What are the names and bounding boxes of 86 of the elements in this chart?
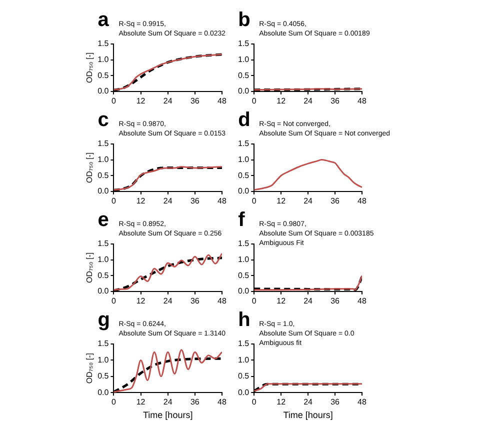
y-tick-label: 1.5 bbox=[238, 39, 250, 48]
x-tick-label: 12 bbox=[276, 398, 286, 407]
y-tick-label: 0.0 bbox=[238, 86, 250, 96]
x-tick-label: 24 bbox=[163, 296, 173, 306]
x-tick-label: 48 bbox=[358, 96, 367, 106]
y-tick-label: 0.5 bbox=[238, 270, 250, 280]
x-tick-label: 24 bbox=[163, 196, 173, 206]
y-tick-label: 0.0 bbox=[238, 286, 250, 296]
x-tick-label: 0 bbox=[111, 398, 116, 407]
y-tick-label: 1.0 bbox=[238, 155, 250, 164]
y-axis-title: OD₇₅₀ [-] bbox=[85, 52, 94, 84]
chart-title: f bbox=[238, 209, 246, 231]
x-tick-label: 12 bbox=[276, 296, 286, 306]
x-tick-label: 12 bbox=[136, 96, 146, 106]
y-tick-label: 1.5 bbox=[238, 239, 250, 248]
x-tick-label: 0 bbox=[111, 96, 116, 106]
chart-title: a bbox=[98, 9, 110, 31]
y-tick-label: 0.0 bbox=[98, 388, 110, 397]
y-axis-title: OD₇₅₀ [-] bbox=[85, 352, 94, 384]
y-axis-title: OD₇₅₀ [-] bbox=[85, 152, 94, 184]
chart-title: e bbox=[98, 209, 109, 231]
x-tick-label: 36 bbox=[190, 398, 200, 407]
x-tick-label: 24 bbox=[163, 398, 173, 407]
x-tick-label: 36 bbox=[190, 196, 200, 206]
x-tick-label: 0 bbox=[252, 296, 257, 306]
y-tick-label: 0.5 bbox=[238, 170, 250, 180]
y-tick-label: 1.0 bbox=[238, 55, 250, 64]
x-tick-label: 0 bbox=[111, 296, 116, 306]
x-tick-label: 36 bbox=[330, 398, 340, 407]
chart-title: b bbox=[238, 9, 250, 31]
y-tick-label: 1.0 bbox=[98, 55, 110, 64]
y-tick-label: 1.0 bbox=[98, 355, 110, 364]
x-tick-label: 48 bbox=[358, 196, 367, 206]
y-tick-label: 1.5 bbox=[98, 139, 110, 148]
x-tick-label: 24 bbox=[304, 296, 314, 306]
chart-title: h bbox=[238, 309, 250, 331]
x-tick-label: 48 bbox=[358, 398, 367, 407]
x-tick-label: 24 bbox=[304, 196, 314, 206]
y-tick-label: 0.5 bbox=[98, 70, 110, 80]
y-tick-label: 1.5 bbox=[238, 339, 250, 348]
x-tick-label: 24 bbox=[304, 398, 314, 407]
x-axis-title: Time [hours] bbox=[283, 410, 333, 420]
x-tick-label: 36 bbox=[190, 296, 200, 306]
y-tick-label: 0.5 bbox=[238, 372, 250, 381]
chart-title: c bbox=[98, 109, 109, 131]
x-tick-label: 12 bbox=[136, 398, 146, 407]
y-tick-label: 0.5 bbox=[98, 170, 110, 180]
y-tick-label: 1.5 bbox=[238, 139, 250, 148]
x-tick-label: 48 bbox=[218, 398, 227, 407]
y-tick-label: 0.0 bbox=[238, 186, 250, 196]
y-tick-label: 0.0 bbox=[238, 388, 250, 397]
y-tick-label: 1.5 bbox=[98, 339, 110, 348]
y-tick-label: 1.5 bbox=[98, 239, 110, 248]
chart-title: g bbox=[98, 309, 110, 331]
x-tick-label: 48 bbox=[218, 296, 227, 306]
x-tick-label: 36 bbox=[190, 96, 200, 106]
y-tick-label: 0.5 bbox=[98, 372, 110, 381]
x-tick-label: 48 bbox=[218, 96, 227, 106]
x-tick-label: 36 bbox=[330, 296, 340, 306]
y-tick-label: 0.5 bbox=[238, 70, 250, 80]
x-tick-label: 36 bbox=[330, 96, 340, 106]
x-tick-label: 36 bbox=[330, 196, 340, 206]
x-tick-label: 24 bbox=[304, 96, 314, 106]
x-axis-title: Time [hours] bbox=[143, 410, 193, 420]
y-tick-label: 1.5 bbox=[98, 39, 110, 48]
y-tick-label: 1.0 bbox=[98, 255, 110, 264]
x-tick-label: 48 bbox=[358, 296, 367, 306]
x-tick-label: 12 bbox=[276, 196, 286, 206]
y-tick-label: 0.0 bbox=[98, 186, 110, 196]
x-tick-label: 0 bbox=[111, 196, 116, 206]
x-tick-label: 0 bbox=[252, 398, 257, 407]
x-tick-label: 12 bbox=[136, 296, 146, 306]
y-tick-label: 1.0 bbox=[98, 155, 110, 164]
y-tick-label: 1.0 bbox=[238, 355, 250, 364]
chart-title: d bbox=[238, 109, 250, 131]
y-tick-label: 0.0 bbox=[98, 86, 110, 96]
x-tick-label: 24 bbox=[163, 96, 173, 106]
x-tick-label: 12 bbox=[136, 196, 146, 206]
y-tick-label: 0.5 bbox=[98, 270, 110, 280]
y-tick-label: 1.0 bbox=[238, 255, 250, 264]
y-axis-title: OD₇₅₀ [-] bbox=[85, 252, 94, 284]
x-tick-label: 48 bbox=[218, 196, 227, 206]
y-tick-label: 0.0 bbox=[98, 286, 110, 296]
x-tick-label: 0 bbox=[252, 196, 257, 206]
x-tick-label: 12 bbox=[276, 96, 286, 106]
x-tick-label: 0 bbox=[252, 96, 257, 106]
